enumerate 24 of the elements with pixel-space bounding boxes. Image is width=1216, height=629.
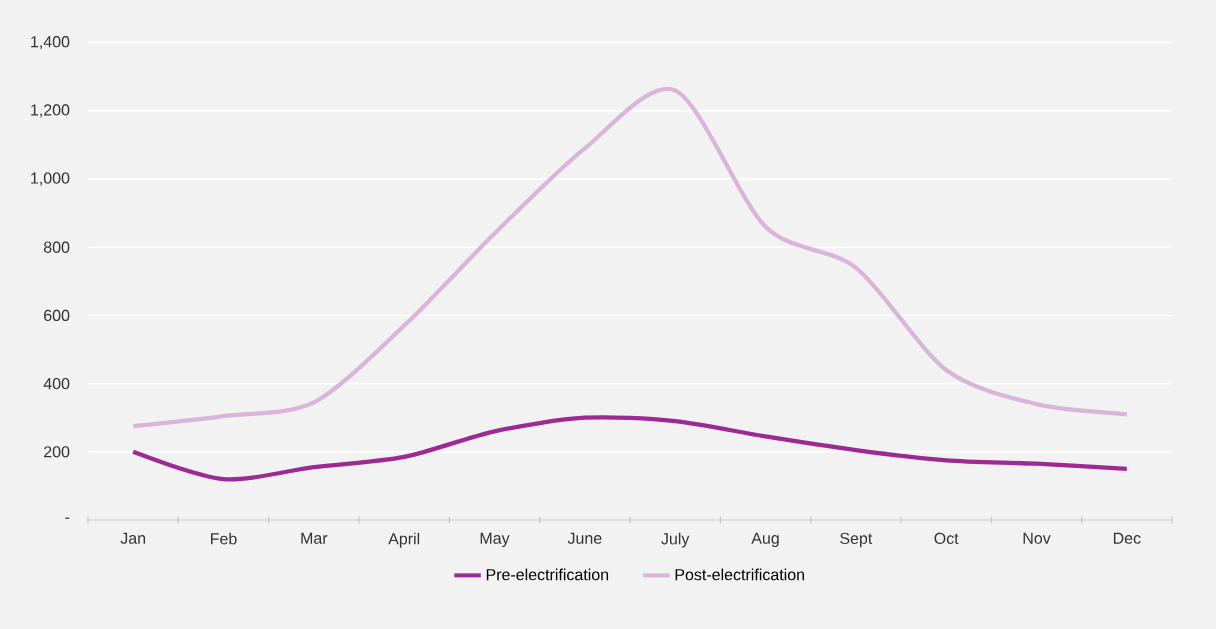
y-tick-label: 400 (43, 377, 70, 390)
x-tick-label: April (388, 532, 420, 548)
y-tick-label: 800 (43, 241, 70, 253)
y-tick-label: 1,000 (31, 172, 70, 186)
y-tick-label: 600 (44, 309, 70, 322)
y-tick-label: 1,200 (31, 104, 70, 118)
x-tick-label: July (661, 532, 690, 548)
line-series (131, 87, 1129, 429)
x-tick-label: Feb (211, 532, 237, 545)
y-tick-label: - (65, 517, 70, 519)
x-tick-label: Dec (1113, 532, 1141, 544)
x-tick-label: May (480, 532, 510, 548)
x-tick-label: Sept (840, 532, 873, 548)
x-tick-label: Nov (1023, 532, 1051, 544)
line-series (131, 415, 1129, 482)
x-tick-label: Aug (751, 532, 779, 548)
y-tick-label: 200 (44, 446, 70, 458)
x-tick-label: Jan (120, 532, 146, 544)
x-tick-label: Mar (301, 532, 328, 544)
legend-label: Pre-electrification (486, 568, 609, 581)
x-tick-label: Oct (934, 532, 959, 545)
y-tick-label: 1,400 (31, 36, 70, 50)
x-tick-label: June (567, 532, 602, 544)
legend-label: Post-electrification (675, 568, 805, 581)
